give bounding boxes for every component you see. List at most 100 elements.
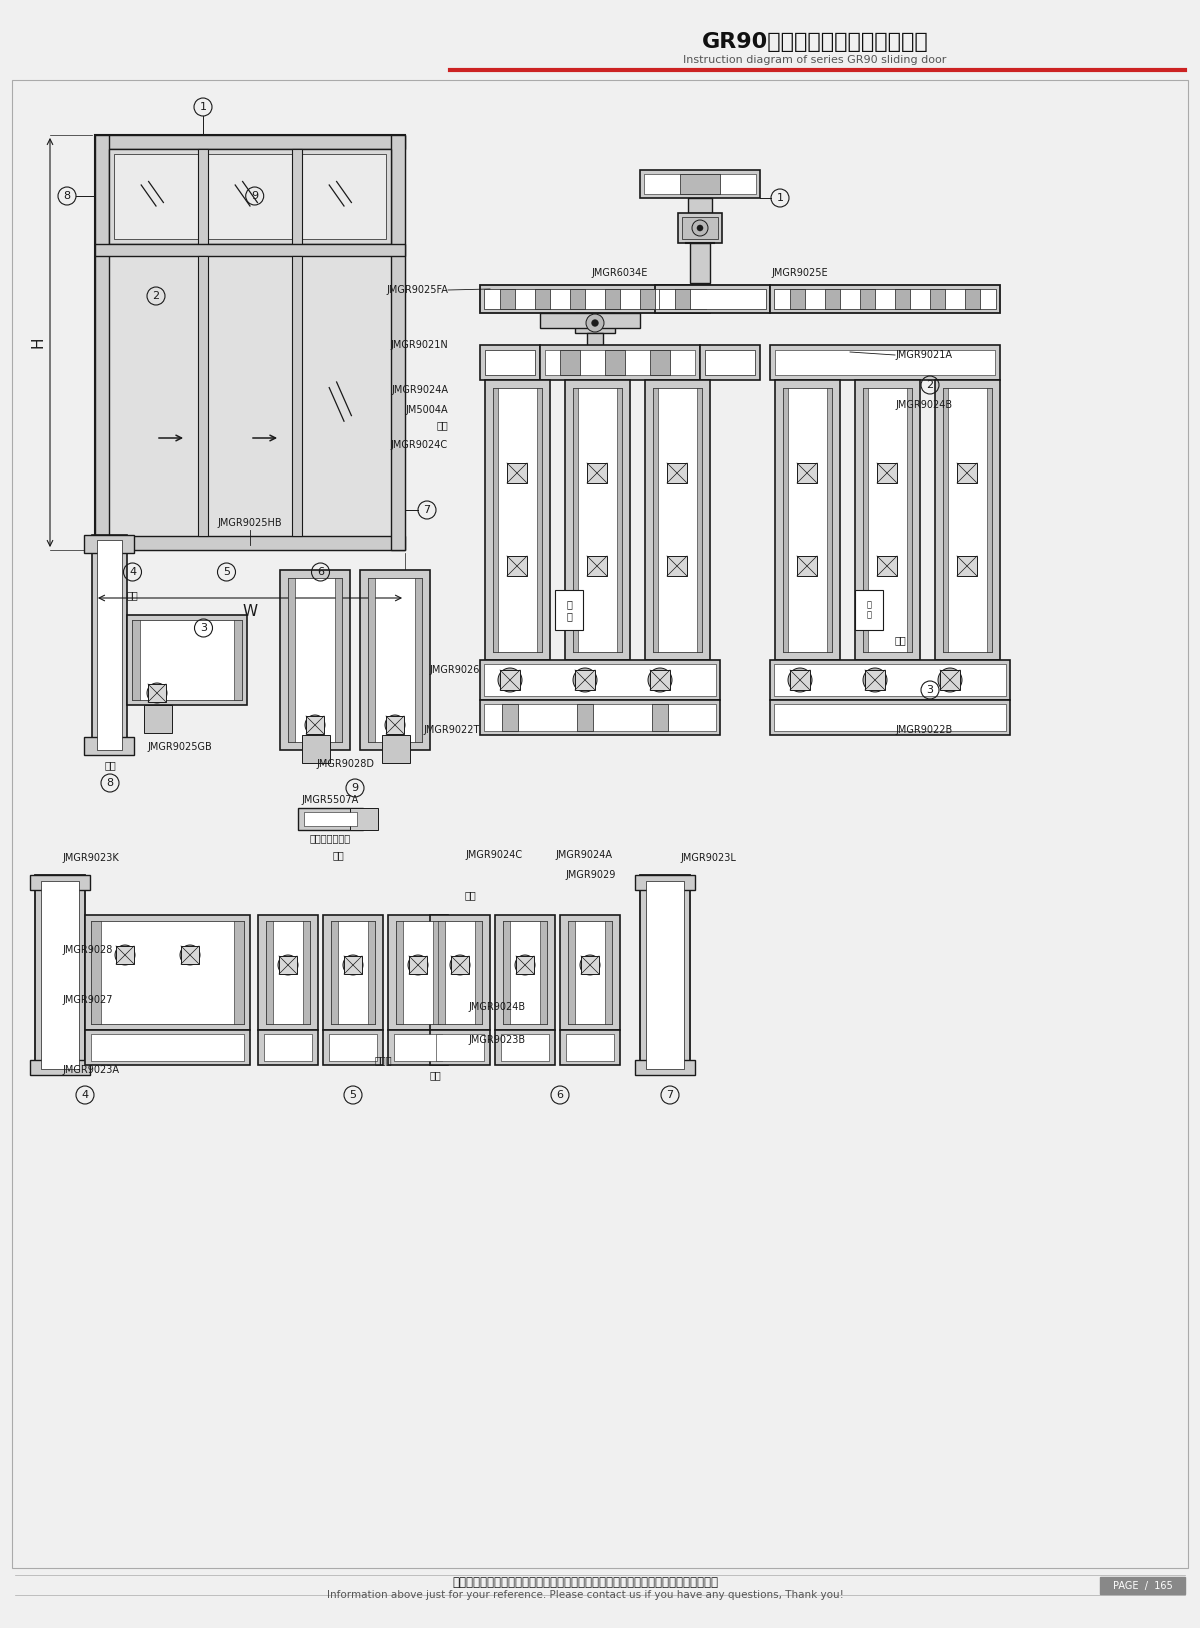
Circle shape: [186, 951, 194, 959]
Bar: [109, 150, 391, 244]
Text: JMGR9024C: JMGR9024C: [466, 850, 522, 860]
Bar: [132, 620, 140, 700]
Bar: [617, 387, 622, 651]
Bar: [258, 1031, 318, 1065]
Text: 滑轮: 滑轮: [895, 635, 907, 645]
Text: 2: 2: [926, 379, 934, 391]
Text: 1: 1: [776, 194, 784, 204]
Circle shape: [343, 956, 364, 975]
Bar: [344, 956, 362, 974]
Bar: [198, 256, 208, 536]
Circle shape: [938, 667, 962, 692]
Text: JMGR9029: JMGR9029: [565, 869, 616, 881]
Text: JMGR9023A: JMGR9023A: [62, 1065, 119, 1074]
Bar: [653, 387, 702, 651]
Bar: [706, 350, 755, 374]
Bar: [943, 387, 948, 651]
Text: JMGR9024A: JMGR9024A: [554, 850, 612, 860]
Text: JMGR9023K: JMGR9023K: [62, 853, 119, 863]
Text: 室
外: 室 外: [866, 601, 871, 620]
Bar: [635, 874, 695, 891]
Bar: [409, 956, 427, 974]
Bar: [288, 578, 342, 742]
Text: Instruction diagram of series GR90 sliding door: Instruction diagram of series GR90 slidi…: [683, 55, 947, 65]
Bar: [790, 290, 805, 309]
Bar: [148, 684, 166, 702]
Bar: [790, 671, 810, 690]
Bar: [266, 921, 310, 1024]
Bar: [587, 334, 604, 358]
Bar: [907, 387, 912, 651]
Bar: [653, 387, 658, 651]
Bar: [132, 620, 242, 700]
Bar: [306, 716, 324, 734]
Text: JMGR9024B: JMGR9024B: [468, 1001, 526, 1013]
Bar: [451, 956, 469, 974]
Text: 室外: 室外: [430, 1070, 442, 1079]
Bar: [433, 921, 440, 1024]
Bar: [770, 659, 1010, 700]
Bar: [652, 703, 668, 731]
Text: 3: 3: [200, 624, 208, 633]
Bar: [605, 290, 620, 309]
Bar: [415, 578, 422, 742]
Bar: [774, 703, 1006, 731]
Bar: [480, 285, 710, 313]
Bar: [863, 387, 868, 651]
Bar: [574, 387, 578, 651]
Circle shape: [574, 667, 598, 692]
Bar: [570, 290, 586, 309]
Text: GR90系列推拉门结构图（三轨）: GR90系列推拉门结构图（三轨）: [702, 33, 929, 52]
Bar: [700, 345, 760, 379]
Text: JMGR9022B: JMGR9022B: [895, 724, 953, 734]
Bar: [655, 285, 770, 313]
Bar: [540, 345, 700, 379]
Bar: [388, 1031, 448, 1065]
Bar: [116, 946, 134, 964]
Bar: [331, 921, 338, 1024]
Bar: [304, 812, 358, 825]
Text: JMGR9024B: JMGR9024B: [895, 400, 952, 410]
Text: JMGR9022T: JMGR9022T: [424, 724, 480, 734]
Text: 角码: 角码: [437, 420, 448, 430]
Bar: [278, 956, 298, 974]
Text: 8: 8: [64, 190, 71, 200]
Text: JMGR6034E: JMGR6034E: [592, 269, 648, 278]
Bar: [84, 536, 134, 554]
Bar: [566, 1034, 614, 1061]
Bar: [493, 387, 542, 651]
Circle shape: [505, 676, 515, 684]
Bar: [302, 921, 310, 1024]
Bar: [30, 1060, 90, 1074]
Circle shape: [592, 319, 599, 327]
Bar: [965, 290, 980, 309]
Text: JMGR5507A: JMGR5507A: [301, 794, 359, 804]
Text: JMGR9021A: JMGR9021A: [895, 350, 952, 360]
Bar: [877, 462, 898, 484]
Bar: [797, 462, 817, 484]
Bar: [97, 540, 122, 751]
Bar: [85, 915, 250, 1031]
Bar: [288, 578, 295, 742]
Bar: [940, 671, 960, 690]
Bar: [360, 570, 430, 751]
Bar: [496, 1031, 554, 1065]
Bar: [640, 874, 690, 1074]
Bar: [181, 946, 199, 964]
Circle shape: [305, 715, 325, 734]
Bar: [91, 921, 244, 1024]
Bar: [30, 874, 90, 891]
Bar: [144, 705, 172, 733]
Bar: [958, 557, 977, 576]
Bar: [368, 578, 422, 742]
Text: Information above just for your reference. Please contact us if you have any que: Information above just for your referenc…: [326, 1591, 844, 1600]
Circle shape: [697, 225, 703, 231]
Text: 2: 2: [152, 291, 160, 301]
Circle shape: [655, 676, 665, 684]
Bar: [540, 313, 640, 327]
Circle shape: [946, 676, 954, 684]
Circle shape: [414, 961, 422, 969]
Text: JMGR9027: JMGR9027: [62, 995, 113, 1004]
Bar: [323, 1031, 383, 1065]
Bar: [264, 1034, 312, 1061]
